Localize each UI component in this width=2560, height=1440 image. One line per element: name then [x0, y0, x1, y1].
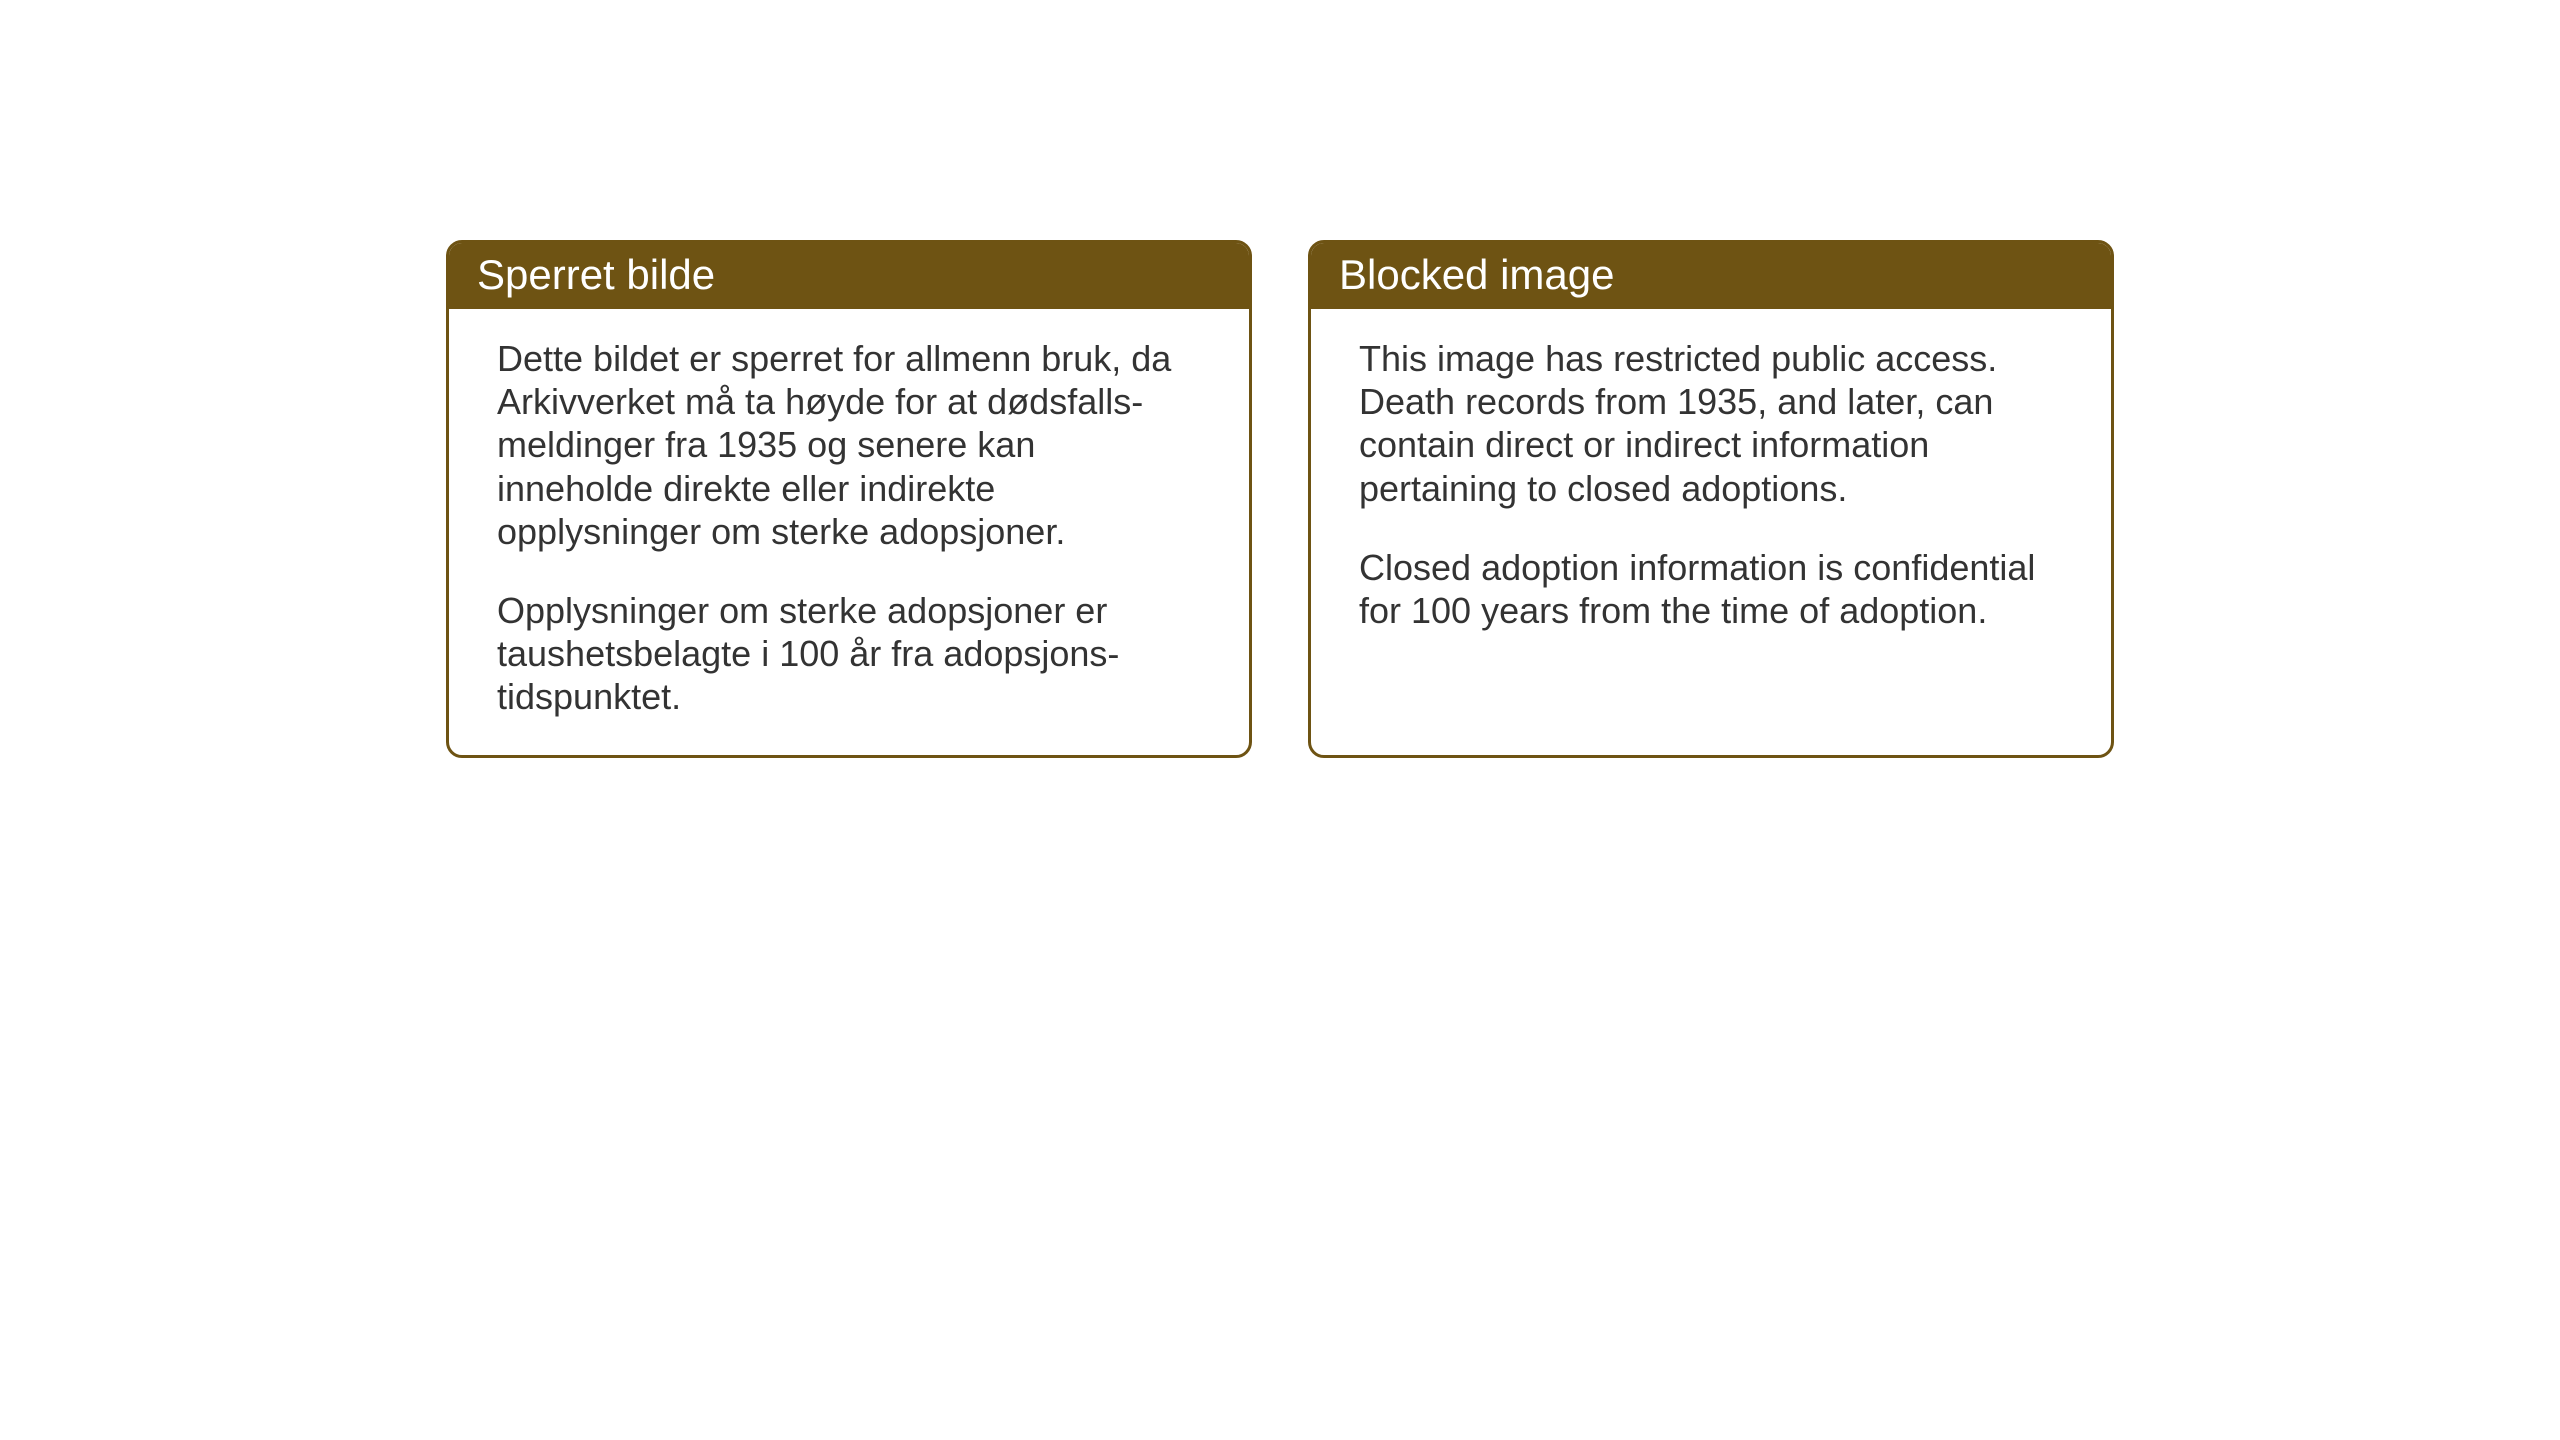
- norwegian-paragraph-2: Opplysninger om sterke adopsjoner er tau…: [497, 589, 1201, 719]
- cards-container: Sperret bilde Dette bildet er sperret fo…: [446, 240, 2114, 758]
- norwegian-card: Sperret bilde Dette bildet er sperret fo…: [446, 240, 1252, 758]
- english-card-header: Blocked image: [1311, 243, 2111, 309]
- norwegian-paragraph-1: Dette bildet er sperret for allmenn bruk…: [497, 337, 1201, 553]
- english-paragraph-1: This image has restricted public access.…: [1359, 337, 2063, 510]
- english-card: Blocked image This image has restricted …: [1308, 240, 2114, 758]
- english-card-body: This image has restricted public access.…: [1311, 309, 2111, 739]
- norwegian-card-title: Sperret bilde: [477, 251, 715, 298]
- norwegian-card-body: Dette bildet er sperret for allmenn bruk…: [449, 309, 1249, 755]
- english-card-title: Blocked image: [1339, 251, 1614, 298]
- english-paragraph-2: Closed adoption information is confident…: [1359, 546, 2063, 632]
- norwegian-card-header: Sperret bilde: [449, 243, 1249, 309]
